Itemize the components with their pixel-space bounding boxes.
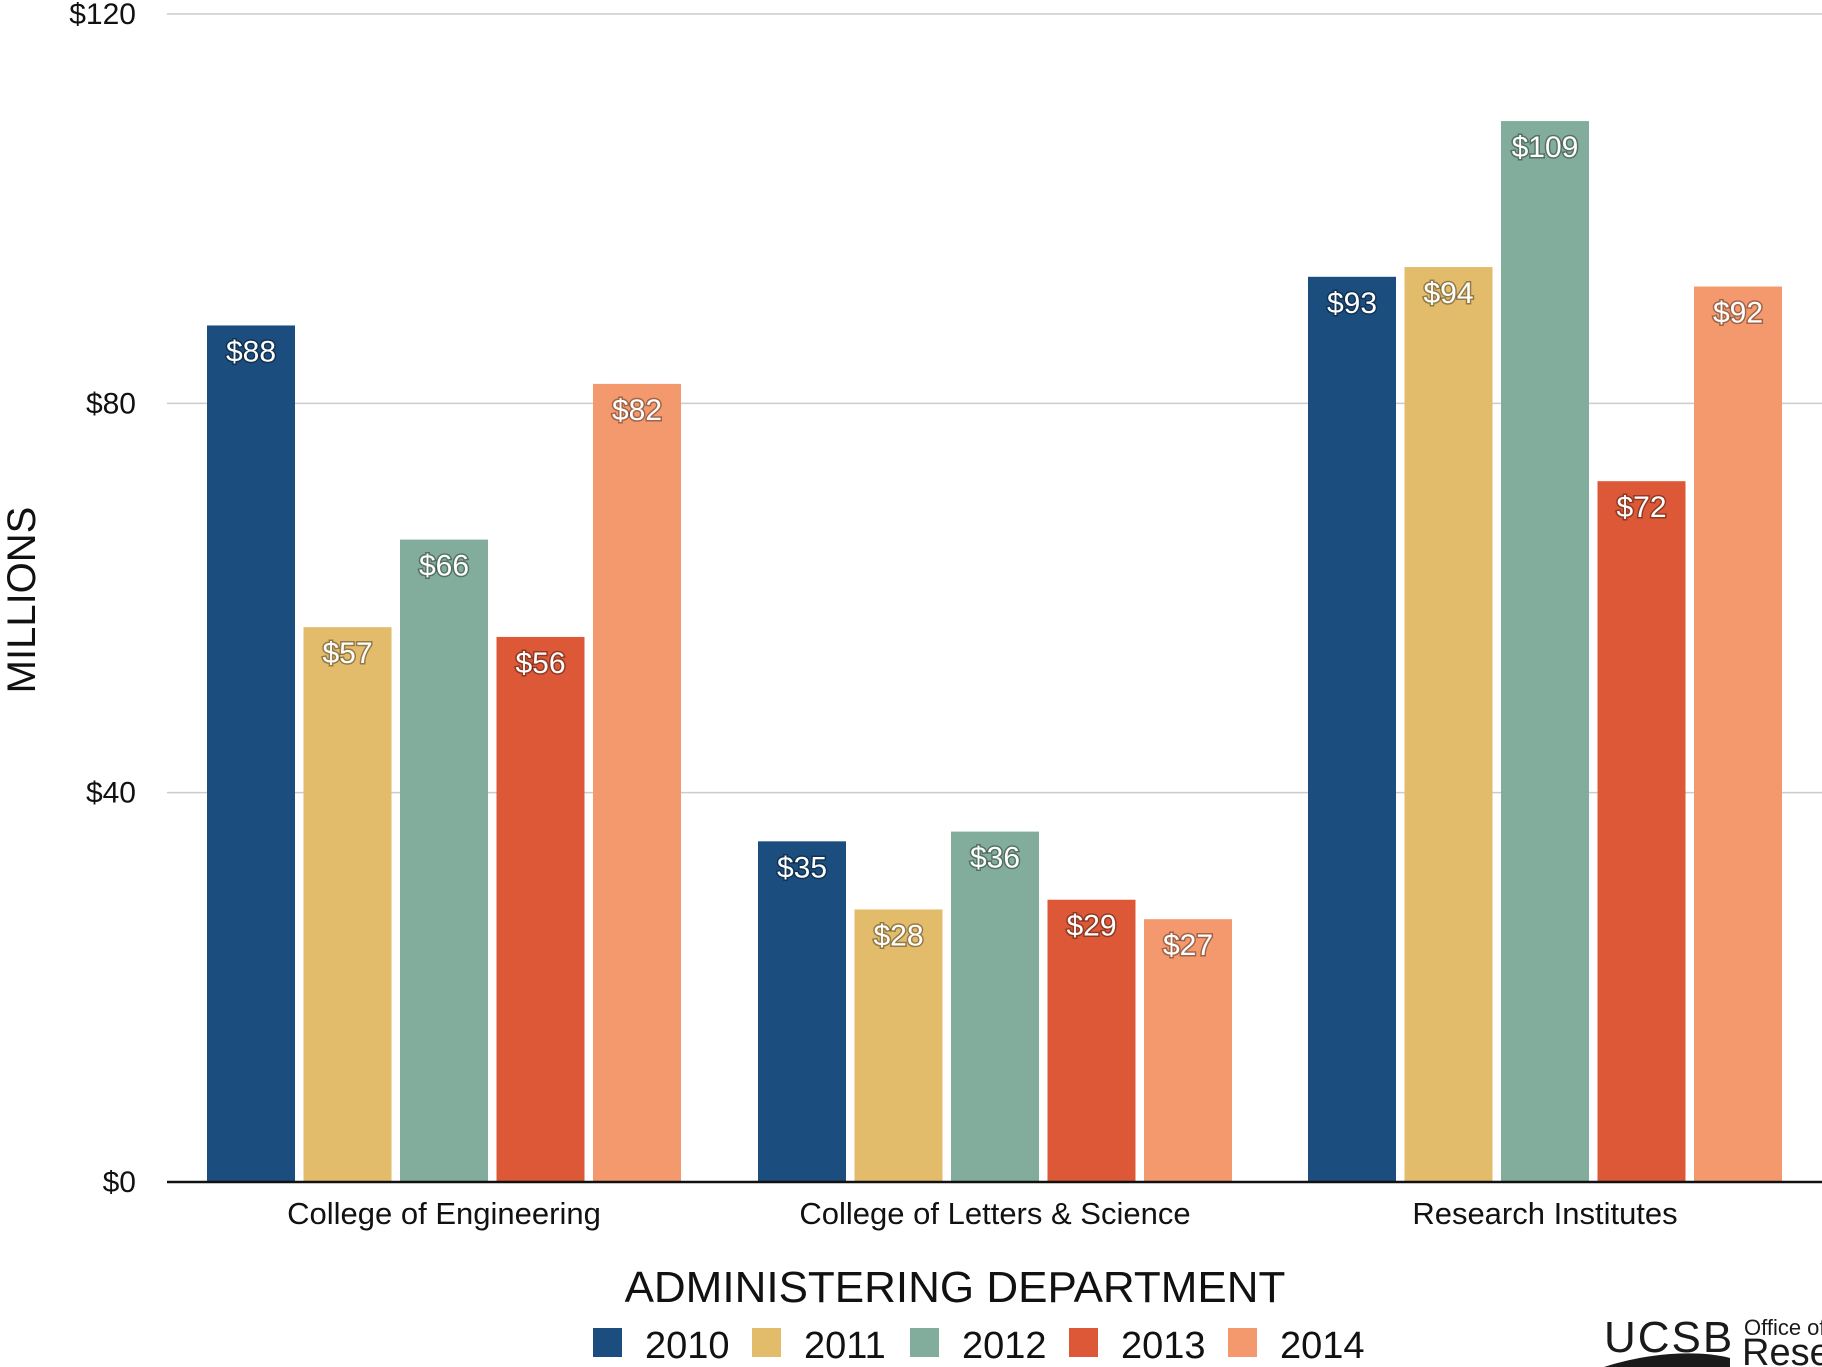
logo-sub-text-2: Research	[1742, 1332, 1822, 1367]
category-labels: College of Engineering College of Letters…	[287, 1196, 1678, 1231]
legend-swatch-2012	[910, 1328, 939, 1357]
bar-2013	[1047, 899, 1136, 1182]
legend-label: 2011	[804, 1325, 886, 1367]
bar-2012	[951, 831, 1039, 1182]
legend-swatch-2014	[1228, 1328, 1257, 1357]
data-label: $93	[1327, 287, 1377, 320]
legend: 2010 2011 2012 2013 2014	[593, 1325, 1365, 1367]
category-label: Research Institutes	[1412, 1196, 1677, 1231]
category-label: College of Letters & Science	[799, 1196, 1190, 1231]
bar-2013	[496, 636, 585, 1182]
legend-swatch-2013	[1069, 1328, 1098, 1357]
data-label: $36	[970, 842, 1020, 875]
legend-swatch-2010	[593, 1328, 622, 1357]
data-label: $92	[1713, 297, 1763, 330]
bar-2011	[303, 627, 392, 1182]
logo-sub-text-1: Office of	[1744, 1315, 1822, 1340]
logo-wave-mark	[1604, 1353, 1730, 1367]
data-label: $57	[322, 637, 372, 670]
data-label: $35	[777, 851, 827, 884]
data-label: $66	[419, 550, 469, 583]
data-label: $109	[1512, 131, 1579, 164]
legend-label: 2013	[1121, 1325, 1206, 1367]
bar-2011	[1404, 267, 1493, 1183]
bar-2014	[1694, 286, 1782, 1182]
bar-2010	[758, 841, 846, 1182]
y-tick-label: $80	[86, 387, 136, 420]
data-label: $28	[873, 919, 923, 952]
bar-2010	[1308, 276, 1396, 1182]
data-label: $29	[1066, 910, 1116, 943]
y-tick-label: $120	[69, 0, 136, 31]
data-label: $27	[1163, 929, 1213, 962]
bar-2012	[400, 539, 488, 1182]
data-label: $72	[1616, 491, 1666, 524]
y-axis-ticks: $0 $40 $80 $120	[69, 0, 136, 1199]
y-tick-label: $40	[86, 777, 136, 810]
category-label: College of Engineering	[287, 1196, 601, 1231]
legend-label: 2010	[645, 1325, 730, 1367]
data-labels: $88 $57 $66 $56 $82 $35 $28 $36 $29 $27 $93 $94 $109…	[224, 130, 1764, 964]
data-label: $94	[1423, 277, 1473, 310]
bar-2011	[854, 909, 943, 1182]
bar-2013	[1597, 481, 1686, 1182]
y-axis-label: MILLIONS	[0, 507, 44, 694]
bar-2014	[1144, 919, 1232, 1182]
bars	[207, 121, 1782, 1183]
bar-2012	[1501, 121, 1589, 1183]
logo-main-text: UCSB	[1604, 1313, 1734, 1362]
ucsb-office-of-research-logo: UCSB Office of Research	[1604, 1313, 1822, 1367]
data-label: $82	[612, 394, 662, 427]
bar-2010	[207, 325, 295, 1182]
bar-2014	[593, 383, 681, 1182]
data-label: $56	[515, 647, 565, 680]
y-tick-label: $0	[103, 1166, 136, 1199]
legend-swatch-2011	[752, 1328, 781, 1357]
legend-label: 2012	[962, 1325, 1047, 1367]
x-axis-label: ADMINISTERING DEPARTMENT	[625, 1263, 1286, 1312]
data-label: $88	[226, 335, 276, 368]
legend-label: 2014	[1280, 1325, 1365, 1367]
